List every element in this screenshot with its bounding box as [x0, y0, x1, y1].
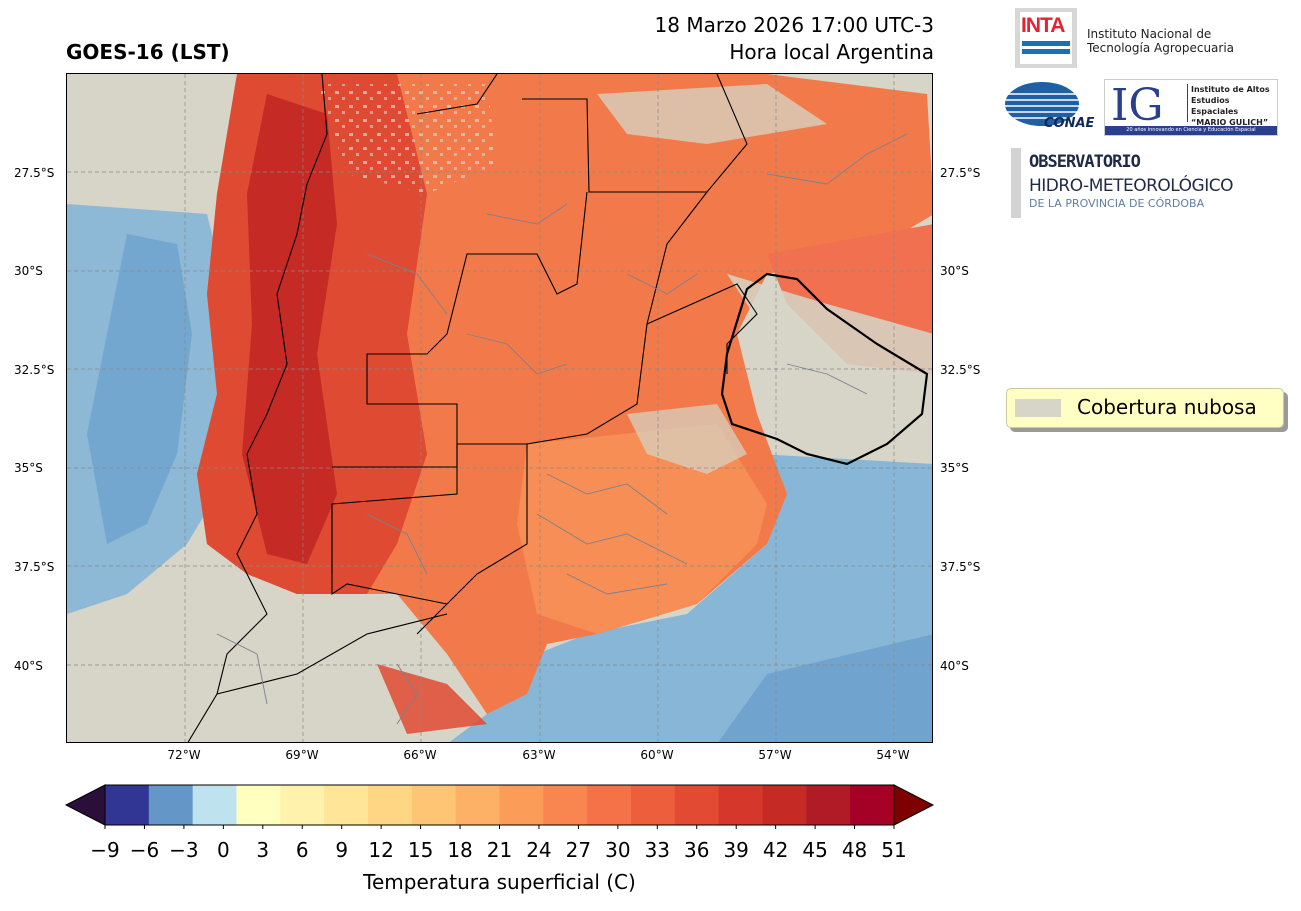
colorbar-tick-label: 21: [486, 838, 513, 862]
ig-tagline: 20 años innovando en Ciencia y Educación…: [1105, 126, 1277, 135]
colorbar-segment: [587, 785, 632, 825]
colorbar-tick-label: 33: [644, 838, 671, 862]
north-cloud-specks: [317, 84, 497, 194]
colorbar-tick-label: 45: [802, 838, 828, 862]
colorbar-segment: [455, 785, 500, 825]
lon-label: 63°W: [522, 748, 556, 762]
conae-mark: CONAE: [1044, 116, 1095, 131]
colorbar-tick-label: 36: [684, 838, 710, 862]
lon-label: 69°W: [285, 748, 319, 762]
colorbar-tick-label: 48: [841, 838, 868, 862]
lat-label: 37.5°S: [940, 560, 981, 574]
timestamp-line: 18 Marzo 2026 17:00 UTC-3: [654, 13, 934, 37]
colorbar-tick-label: 9: [335, 838, 349, 862]
ig-name: Instituto de Altos Estudios Espaciales “…: [1191, 85, 1270, 127]
colorbar-tick-label: 12: [368, 838, 394, 862]
colorbar: [64, 784, 935, 829]
colorbar-tick-label: 39: [723, 838, 749, 862]
colorbar-segment: [674, 785, 720, 825]
inta-mark: INTA: [1021, 14, 1065, 37]
colorbar-segment: [718, 785, 763, 825]
colorbar-tick-label: 18: [447, 838, 473, 862]
graticule: [67, 74, 932, 742]
north-cloud-patch: [597, 84, 827, 144]
colorbar-segment: [806, 785, 851, 825]
colorbar-under-arrow: [64, 784, 106, 826]
lat-label: 30°S: [940, 264, 969, 278]
timezone-line: Hora local Argentina: [729, 40, 934, 64]
cloud-legend: Cobertura nubosa: [1006, 388, 1284, 428]
colorbar-tick-label: 51: [881, 838, 907, 862]
colorbar-tick-label: 3: [256, 838, 270, 862]
map-title: GOES-16 (LST): [66, 40, 230, 64]
lat-label: 27.5°S: [940, 166, 981, 180]
colorbar-tick-label: −6: [129, 838, 160, 862]
colorbar-tick-label: 30: [605, 838, 631, 862]
colorbar-segment: [631, 785, 676, 825]
hottest-andes-area: [242, 94, 337, 564]
ig-mark: IG: [1111, 80, 1164, 131]
atlantic-colder-area: [718, 634, 932, 742]
lon-label: 54°W: [876, 748, 910, 762]
map-panel[interactable]: [66, 73, 933, 743]
south-hot-patch: [377, 664, 487, 734]
colorbar-tick-label: 27: [565, 838, 592, 862]
department-boundaries: [216, 133, 908, 725]
lat-label: 32.5°S: [940, 363, 981, 377]
inta-name: Instituto Nacional de Tecnología Agropec…: [1087, 27, 1235, 55]
lat-label: 37.5°S: [14, 560, 55, 574]
province-boundaries: [187, 74, 758, 742]
colorbar-tick-label: 15: [407, 838, 434, 862]
ne-cloud-band: [727, 274, 932, 404]
lat-label: 32.5°S: [14, 363, 55, 377]
colorbar-segment: [105, 785, 150, 825]
inta-logo: INTA: [1015, 8, 1077, 68]
map-canvas: [67, 74, 932, 742]
pacific-colder-area: [87, 234, 192, 544]
lat-label: 30°S: [14, 264, 43, 278]
colorbar-segment: [192, 785, 237, 825]
pampas-warm-area: [517, 424, 767, 634]
lon-label: 66°W: [403, 748, 437, 762]
timestamp-block: 18 Marzo 2026 17:00 UTC-3 Hora local Arg…: [560, 12, 934, 66]
colorbar-tick-label: 6: [295, 838, 309, 862]
colorbar-tick-label: 42: [762, 838, 789, 862]
cloud-legend-label: Cobertura nubosa: [1077, 395, 1257, 419]
colorbar-tick-label: 0: [216, 838, 230, 862]
colorbar-segment: [411, 785, 457, 825]
lat-label: 35°S: [14, 461, 43, 475]
colorbar-segment: [762, 785, 807, 825]
observatorio-province: DE LA PROVINCIA DE CÓRDOBA: [1029, 197, 1205, 210]
lat-label: 27.5°S: [14, 166, 55, 180]
colorbar-segment: [324, 785, 369, 825]
colorbar-segment: [148, 785, 194, 825]
lat-label: 40°S: [14, 659, 43, 673]
observatorio-subtitle: HIDRO-METEOROLÓGICO: [1029, 176, 1233, 196]
colorbar-tick-label: 24: [526, 838, 552, 862]
cloud-legend-swatch: [1015, 399, 1061, 417]
observatorio-title: OBSERVATORIO: [1029, 152, 1141, 172]
colorbar-segment: [850, 785, 895, 825]
uruguay-border: [720, 272, 929, 466]
colorbar-segment: [236, 785, 281, 825]
lon-label: 60°W: [640, 748, 674, 762]
colorbar-segment: [499, 785, 544, 825]
conae-logo: CONAE: [1004, 80, 1094, 132]
colorbar-tick-label: −9: [90, 838, 120, 862]
buenos-aires-cloud: [627, 404, 747, 474]
lat-label: 40°S: [940, 659, 969, 673]
lat-label: 35°S: [940, 461, 969, 475]
colorbar-segment: [280, 785, 325, 825]
colorbar-over-arrow: [893, 784, 935, 826]
ig-logo: IG Instituto de Altos Estudios Espaciale…: [1104, 79, 1278, 136]
observatorio-bar: [1011, 148, 1021, 218]
colorbar-label: Temperatura superficial (C): [363, 870, 636, 894]
colorbar-tick-label: −3: [169, 838, 199, 862]
lon-label: 57°W: [758, 748, 792, 762]
lon-label: 72°W: [167, 748, 201, 762]
colorbar-segment: [543, 785, 588, 825]
colorbar-segment: [368, 785, 413, 825]
